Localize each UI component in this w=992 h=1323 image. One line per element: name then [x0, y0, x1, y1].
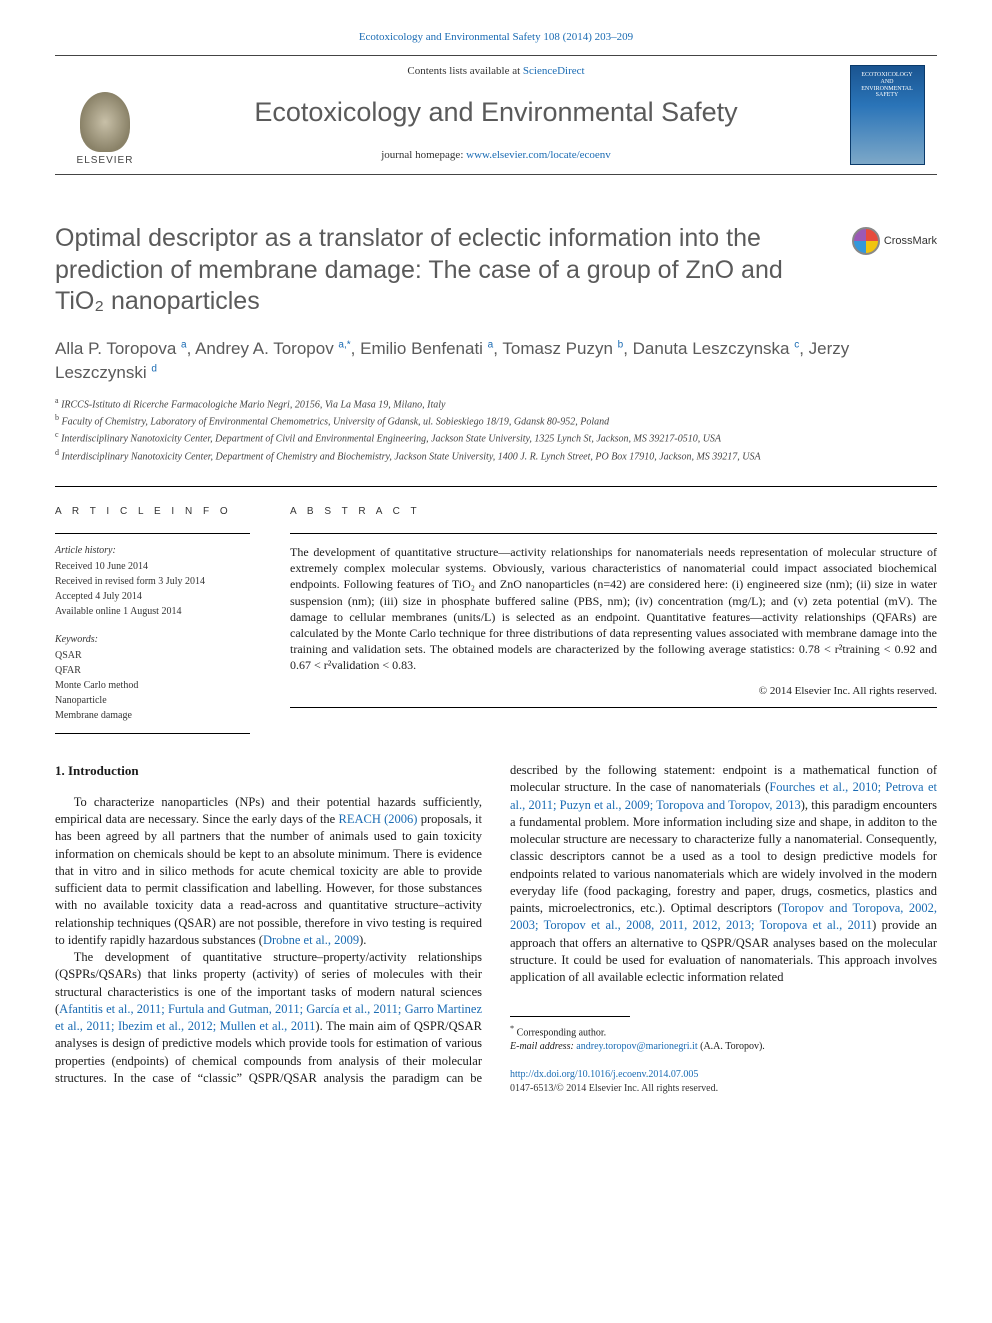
elsevier-logo: ELSEVIER [65, 78, 145, 168]
section-heading-intro: 1. Introduction [55, 762, 482, 780]
running-citation: Ecotoxicology and Environmental Safety 1… [55, 30, 937, 45]
doi-link[interactable]: http://dx.doi.org/10.1016/j.ecoenv.2014.… [510, 1069, 698, 1080]
history-item: Available online 1 August 2014 [55, 605, 250, 619]
abstract-text: The development of quantitative structur… [290, 544, 937, 674]
doi-block: http://dx.doi.org/10.1016/j.ecoenv.2014.… [510, 1068, 937, 1096]
article-title: Optimal descriptor as a translator of ec… [55, 223, 937, 317]
affiliation-list: a IRCCS-Istituto di Ricerche Farmacologi… [55, 395, 937, 464]
history-item: Received in revised form 3 July 2014 [55, 575, 250, 589]
journal-cover-slot: ECOTOXICOLOGY AND ENVIRONMENTAL SAFETY [837, 56, 937, 174]
rule-abstract-top [290, 533, 937, 534]
rule-article-info [55, 533, 250, 534]
keyword: Monte Carlo method [55, 679, 250, 693]
elsevier-wordmark: ELSEVIER [77, 154, 134, 168]
keyword: Nanoparticle [55, 694, 250, 708]
article-info-label: A R T I C L E I N F O [55, 505, 250, 519]
affiliation-item: d Interdisciplinary Nanotoxicity Center,… [55, 447, 937, 464]
corresponding-author-note: * Corresponding author. E-mail address: … [510, 1023, 937, 1054]
journal-name: Ecotoxicology and Environmental Safety [155, 94, 837, 132]
rule-below-keywords [55, 733, 250, 734]
crossmark-icon [852, 227, 880, 255]
keyword: QFAR [55, 664, 250, 678]
corresponding-email-link[interactable]: andrey.toropov@marionegri.it [576, 1041, 697, 1052]
sciencedirect-link[interactable]: ScienceDirect [523, 65, 585, 77]
homepage-prefix: journal homepage: [381, 149, 466, 161]
history-item: Accepted 4 July 2014 [55, 590, 250, 604]
issn-copyright: 0147-6513/© 2014 Elsevier Inc. All right… [510, 1083, 718, 1094]
affiliation-item: a IRCCS-Istituto di Ricerche Farmacologi… [55, 395, 937, 412]
journal-homepage-line: journal homepage: www.elsevier.com/locat… [155, 148, 837, 163]
rule-abstract-bottom [290, 707, 937, 708]
crossmark-badge[interactable]: CrossMark [852, 227, 937, 255]
journal-cover-text: ECOTOXICOLOGY AND ENVIRONMENTAL SAFETY [855, 72, 920, 98]
journal-cover-thumb: ECOTOXICOLOGY AND ENVIRONMENTAL SAFETY [850, 65, 925, 165]
abstract-copyright: © 2014 Elsevier Inc. All rights reserved… [290, 684, 937, 699]
email-label: E-mail address: [510, 1041, 574, 1052]
journal-banner: ELSEVIER Contents lists available at Sci… [55, 55, 937, 175]
history-label: Article history: [55, 544, 250, 558]
contents-available-line: Contents lists available at ScienceDirec… [155, 64, 837, 79]
elsevier-tree-icon [80, 92, 130, 152]
journal-homepage-link[interactable]: www.elsevier.com/locate/ecoenv [466, 149, 611, 161]
contents-prefix: Contents lists available at [407, 65, 522, 77]
affiliation-item: c Interdisciplinary Nanotoxicity Center,… [55, 429, 937, 446]
publisher-logo-slot: ELSEVIER [55, 56, 155, 174]
history-item: Received 10 June 2014 [55, 560, 250, 574]
rule-above-meta [55, 486, 937, 487]
keyword: QSAR [55, 649, 250, 663]
footnote-rule [510, 1016, 630, 1017]
body-paragraph: To characterize nanoparticles (NPs) and … [55, 794, 482, 949]
keywords-label: Keywords: [55, 633, 250, 647]
abstract-label: A B S T R A C T [290, 505, 937, 519]
affiliation-item: b Faculty of Chemistry, Laboratory of En… [55, 412, 937, 429]
body-two-column: 1. Introduction To characterize nanopart… [55, 762, 937, 1096]
corresponding-email-name: (A.A. Toropov). [700, 1041, 765, 1052]
crossmark-label: CrossMark [884, 234, 937, 249]
author-list: Alla P. Toropova a, Andrey A. Toropov a,… [55, 337, 937, 385]
keyword: Membrane damage [55, 709, 250, 723]
